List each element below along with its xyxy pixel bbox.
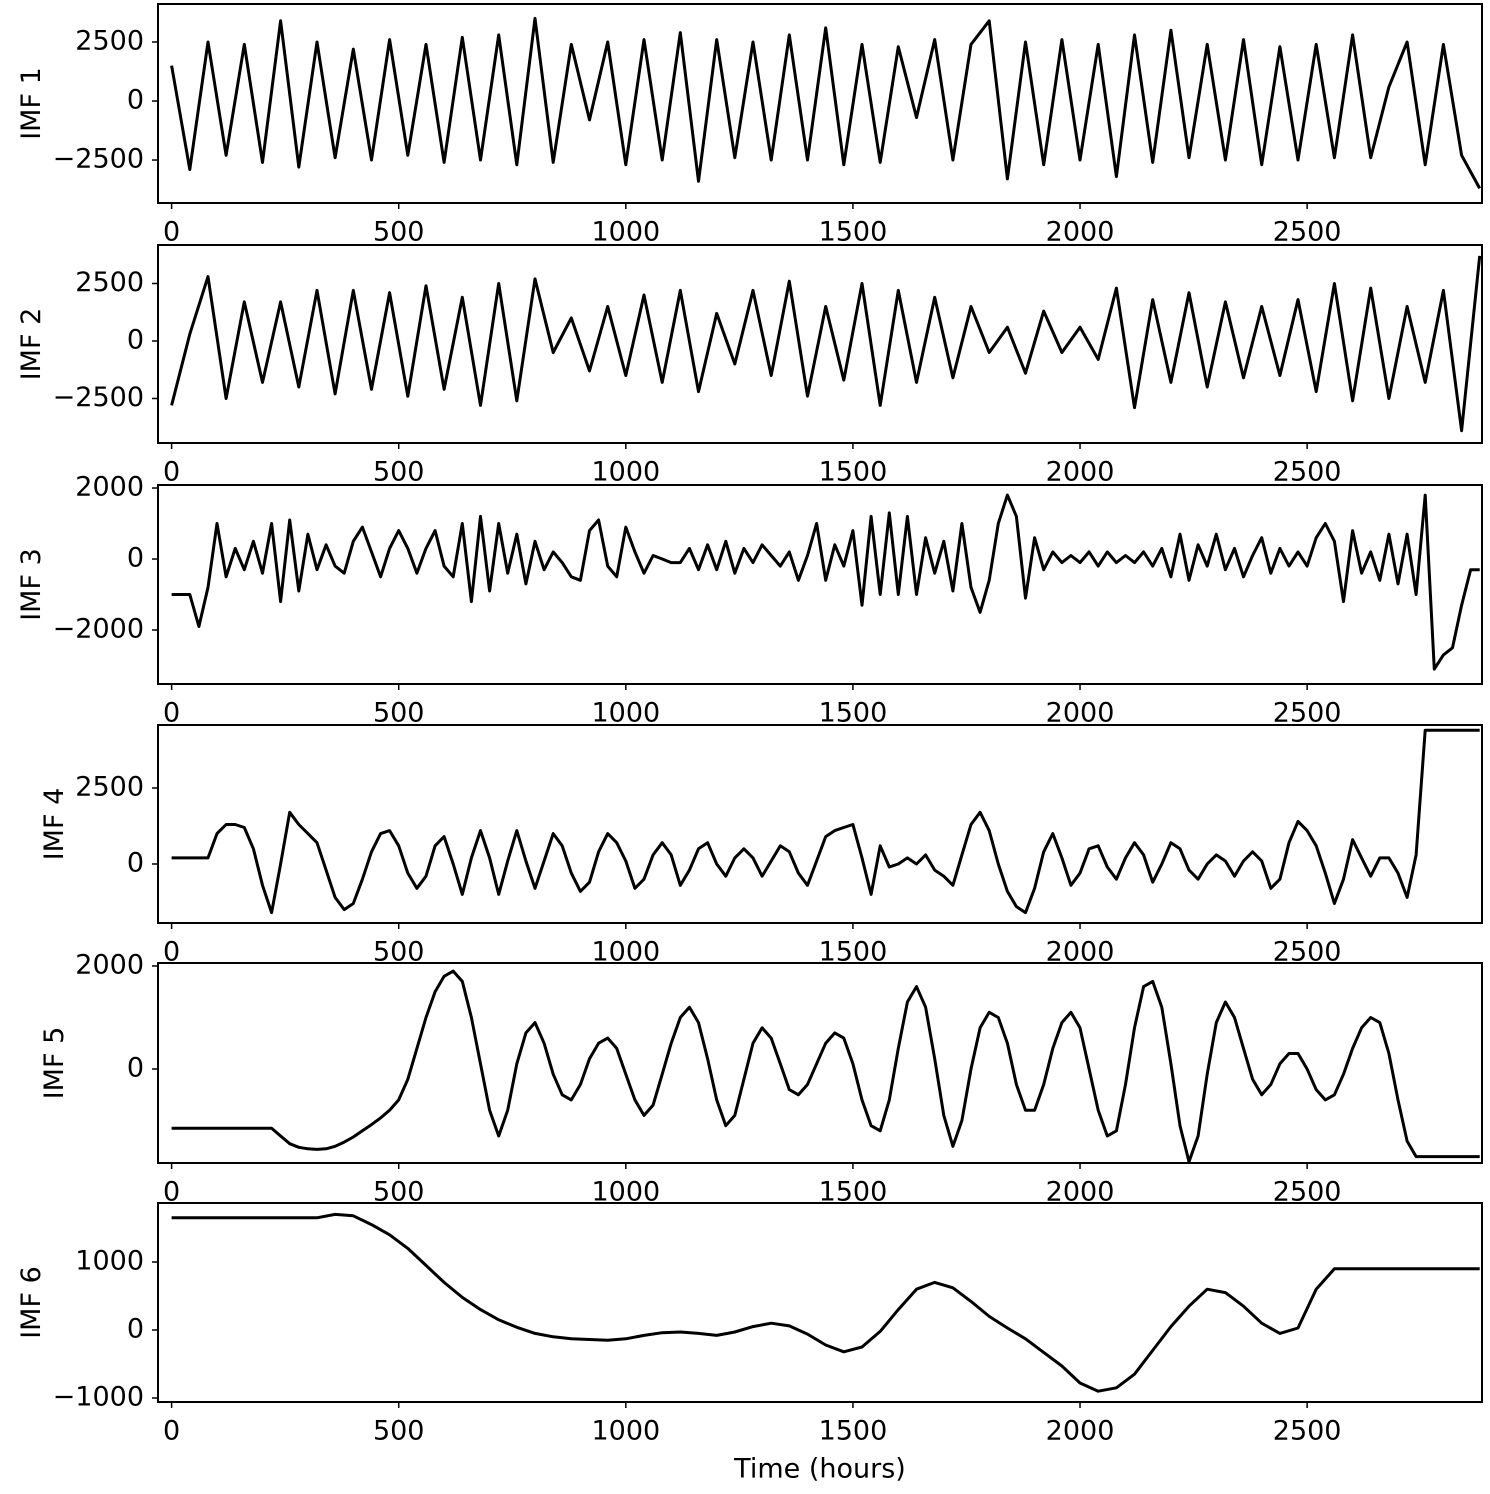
- x-tick-label: 1000: [591, 457, 660, 488]
- imf-line: [170, 255, 1482, 433]
- y-axis-label: IMF 3: [16, 548, 47, 621]
- plot-frame: [157, 1202, 1483, 1403]
- y-tick-label: 0: [127, 543, 144, 574]
- y-tick-label: 0: [127, 1314, 144, 1345]
- y-tick-label: 2500: [75, 26, 144, 57]
- imf-line: [171, 728, 1480, 915]
- x-tick-label: 1500: [819, 217, 888, 248]
- x-tick-label: 0: [163, 698, 180, 729]
- x-tick-label: 2500: [1273, 698, 1342, 729]
- y-tick-label: −2500: [53, 382, 144, 413]
- x-tick-label: 2000: [1046, 698, 1115, 729]
- x-tick-label: 2500: [1273, 457, 1342, 488]
- x-tick-label: 2500: [1273, 1416, 1342, 1447]
- y-axis-label: IMF 1: [16, 67, 47, 140]
- x-tick-label: 1500: [819, 1416, 888, 1447]
- y-axis-label: IMF 2: [16, 308, 47, 381]
- x-tick-label: 1000: [591, 1416, 660, 1447]
- imf-line: [171, 1212, 1480, 1393]
- imf-line: [171, 493, 1480, 671]
- plot-frame: [157, 244, 1483, 444]
- y-tick-label: 0: [127, 847, 144, 878]
- x-tick-label: 1000: [591, 698, 660, 729]
- plot-frame: [157, 484, 1483, 685]
- x-tick-label: 500: [373, 1416, 425, 1447]
- y-axis-label: IMF 4: [39, 788, 70, 861]
- y-tick-label: 2000: [75, 472, 144, 503]
- y-tick-label: −2500: [53, 144, 144, 175]
- y-tick-label: −1000: [53, 1381, 144, 1412]
- y-tick-label: 0: [127, 1053, 144, 1084]
- x-tick-label: 0: [163, 1416, 180, 1447]
- x-axis-label: Time (hours): [733, 1454, 906, 1485]
- plot-frame: [157, 962, 1483, 1164]
- x-tick-label: 2000: [1046, 1416, 1115, 1447]
- x-tick-label: 2000: [1046, 457, 1115, 488]
- x-tick-label: 0: [163, 1177, 180, 1208]
- x-tick-label: 1500: [819, 698, 888, 729]
- imf-line: [170, 16, 1482, 190]
- y-axis-label: IMF 6: [16, 1266, 47, 1339]
- y-tick-label: 2500: [75, 267, 144, 298]
- y-tick-label: 0: [127, 324, 144, 355]
- panel: −2000 0 2000 0 500 1000 1500 2000 2500 IMF 3: [16, 472, 1483, 729]
- y-tick-label: 1000: [75, 1246, 144, 1277]
- y-tick-label: 2500: [75, 771, 144, 802]
- x-tick-label: 0: [163, 457, 180, 488]
- x-tick-label: 0: [163, 937, 180, 968]
- plot-frame: [157, 724, 1483, 924]
- x-tick-label: 500: [373, 457, 425, 488]
- y-tick-label: 2000: [75, 949, 144, 980]
- x-tick-label: 1500: [819, 457, 888, 488]
- plot-frame: [157, 3, 1483, 204]
- panel: −1000 0 1000 0 500 1000 1500 2000 2500 IMF 6 Time …: [16, 1202, 1483, 1485]
- panel: −2500 0 2500 0 500 1000 1500 2000 2500 IMF 2: [16, 244, 1483, 488]
- y-axis-label: IMF 5: [39, 1027, 70, 1100]
- x-tick-label: 2500: [1273, 217, 1342, 248]
- x-tick-label: 2000: [1046, 217, 1115, 248]
- x-tick-label: 500: [373, 698, 425, 729]
- imf-line: [171, 969, 1480, 1164]
- panel: −2500 0 2500 0 500 1000 1500 2000 2500 IMF 1: [16, 3, 1483, 248]
- x-tick-label: 1000: [591, 217, 660, 248]
- y-tick-label: 0: [127, 85, 144, 116]
- x-tick-label: 500: [373, 217, 425, 248]
- x-tick-label: 0: [163, 217, 180, 248]
- y-tick-label: −2000: [53, 614, 144, 645]
